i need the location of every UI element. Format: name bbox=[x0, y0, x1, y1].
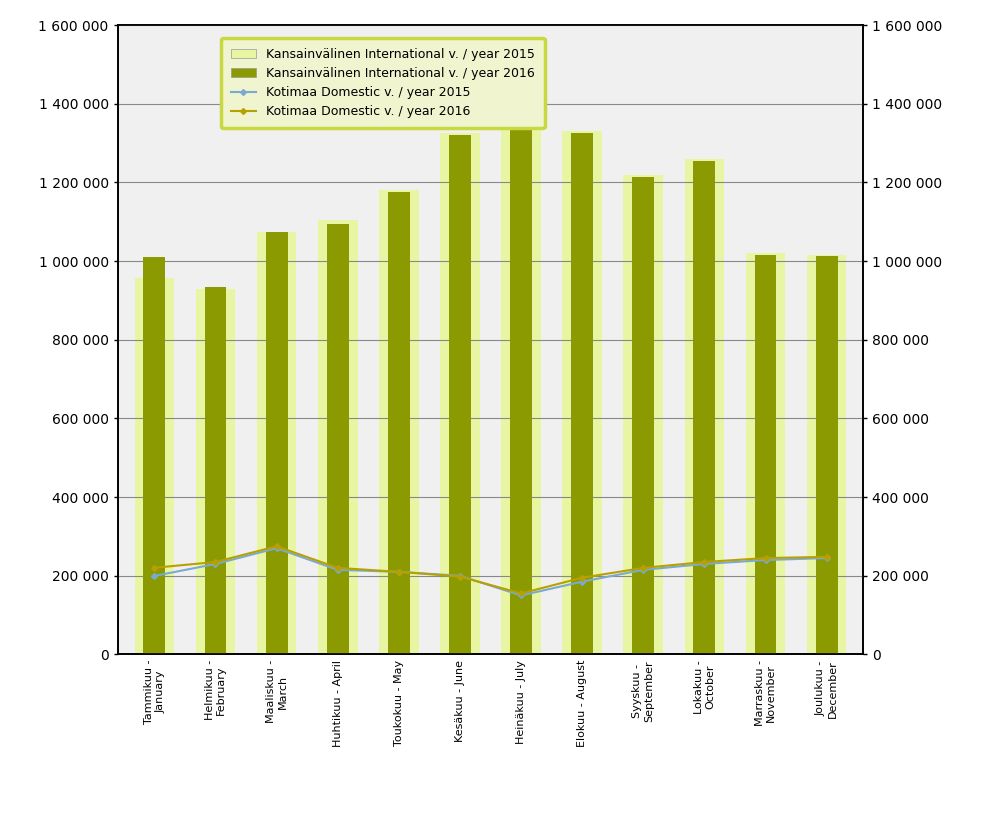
Bar bbox=[685, 159, 724, 654]
Bar bbox=[633, 176, 654, 654]
Bar bbox=[327, 224, 348, 654]
Bar bbox=[195, 289, 235, 654]
Bar bbox=[806, 255, 847, 654]
Bar bbox=[205, 287, 227, 654]
Bar bbox=[440, 133, 480, 654]
Bar bbox=[571, 133, 594, 654]
Bar bbox=[318, 220, 358, 654]
Bar bbox=[143, 258, 166, 654]
Bar bbox=[623, 175, 663, 654]
Bar bbox=[387, 192, 410, 654]
Bar bbox=[694, 161, 715, 654]
Bar bbox=[379, 190, 419, 654]
Bar bbox=[134, 279, 175, 654]
Bar bbox=[266, 232, 287, 654]
Bar bbox=[449, 135, 471, 654]
Bar bbox=[501, 96, 541, 654]
Bar bbox=[562, 132, 602, 654]
Bar bbox=[746, 253, 786, 654]
Bar bbox=[754, 255, 776, 654]
Bar bbox=[510, 98, 532, 654]
Legend: Kansainvälinen International v. / year 2015, Kansainvälinen International v. / y: Kansainvälinen International v. / year 2… bbox=[221, 38, 544, 128]
Bar bbox=[815, 257, 838, 654]
Bar bbox=[257, 232, 296, 654]
